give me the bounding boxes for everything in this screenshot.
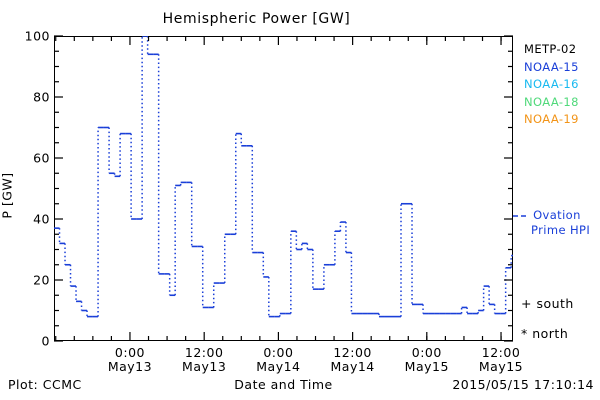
legend-entry-metp-02: METP-02 (524, 42, 577, 56)
y-tick-label-0: 0 (41, 333, 50, 349)
dashed-line-sample-icon (513, 214, 528, 217)
chart-title: Hemispheric Power [GW] (162, 11, 351, 27)
x-tick-date: May13 (107, 359, 153, 374)
x-tick-label-3: 12:00 May14 (313, 346, 393, 374)
y-axis-tick-labels: 0 20 40 60 80 100 (0, 0, 50, 400)
x-tick-time: 0:00 (411, 345, 442, 360)
legend-hemisphere-north: * north (521, 326, 569, 341)
x-tick-date: May14 (330, 359, 375, 374)
x-tick-label-0: 0:00 May13 (90, 346, 170, 374)
legend-ovation-prime-hpi: Ovation Prime HPI (513, 208, 600, 237)
x-tick-date: May14 (256, 359, 301, 374)
x-axis-title: Date and Time (234, 377, 333, 392)
x-tick-date: May13 (182, 359, 227, 374)
y-axis-title: P [GW] (0, 172, 15, 219)
x-tick-label-2: 0:00 May14 (238, 346, 318, 374)
legend-entry-noaa-19: NOAA-19 (524, 112, 579, 126)
legend-hemisphere-south: + south (521, 296, 574, 311)
legend-ovation-label-line2: Prime HPI (531, 222, 591, 237)
x-tick-time: 12:00 (184, 345, 224, 360)
x-tick-time: 12:00 (481, 345, 521, 360)
plot-frame (54, 36, 513, 341)
y-tick-label-40: 40 (33, 211, 50, 227)
x-tick-time: 12:00 (333, 345, 372, 360)
footer-timestamp: 2015/05/15 17:10:14 (452, 377, 594, 392)
x-tick-label-1: 12:00 May13 (164, 346, 244, 374)
legend-ovation-label-line1: Ovation (533, 208, 581, 222)
x-tick-label-4: 0:00 May15 (387, 346, 467, 374)
x-tick-date: May15 (478, 359, 524, 374)
y-tick-label-80: 80 (33, 89, 50, 105)
x-tick-time: 0:00 (114, 345, 145, 360)
legend-entry-noaa-16: NOAA-16 (524, 77, 579, 91)
x-tick-label-5: 12:00 May15 (461, 346, 541, 374)
legend-entry-noaa-15: NOAA-15 (524, 59, 579, 74)
plot-data-area (54, 36, 513, 318)
y-tick-label-60: 60 (33, 150, 50, 166)
footer-plot-source: Plot: CCMC (8, 377, 82, 392)
y-tick-label-20: 20 (33, 272, 50, 288)
legend-satellites: METP-02 NOAA-15 NOAA-16 NOAA-18 NOAA-19 (524, 41, 579, 129)
series-0 (54, 36, 513, 318)
x-tick-date: May15 (404, 359, 449, 374)
y-tick-label-100: 100 (24, 28, 50, 44)
legend-entry-noaa-18: NOAA-18 (524, 94, 579, 109)
x-tick-time: 0:00 (263, 345, 294, 360)
